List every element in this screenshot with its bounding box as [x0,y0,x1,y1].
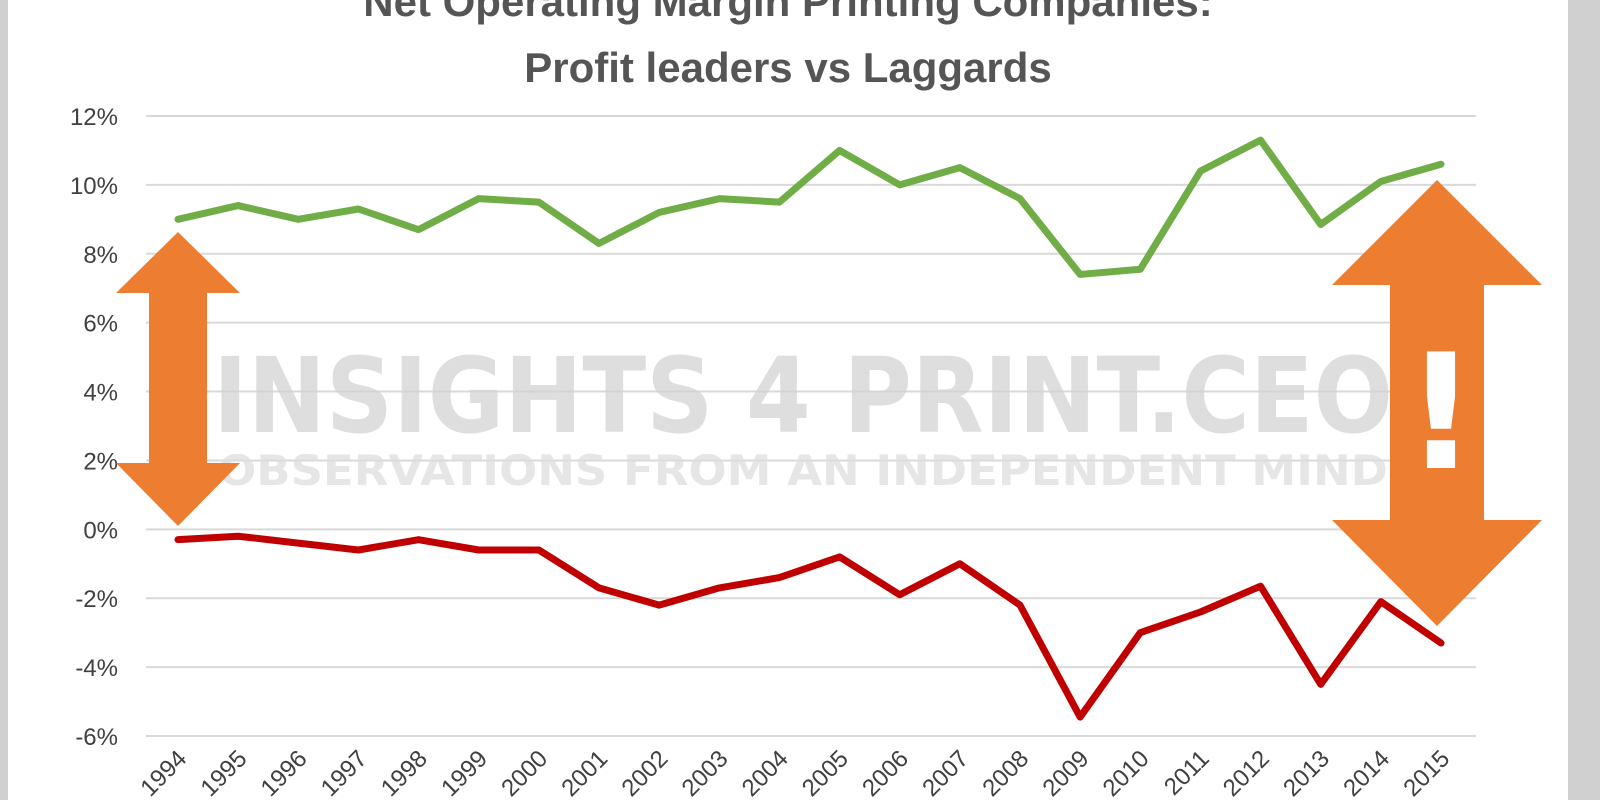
grid-layer [146,115,1476,737]
chart-title-line1: Net Operating Margin Printing Companies: [363,0,1213,25]
x-tick-label: 2000 [496,745,553,800]
x-tick-label: 2003 [677,745,734,800]
chart-canvas: Net Operating Margin Printing Companies:… [8,0,1568,800]
x-tick-label: 1997 [316,745,373,800]
x-tick-label: 1996 [256,745,313,800]
y-axis-ticks: 12% 10% 8% 6% 4% 2% 0% -2% -4% -6% [70,104,118,751]
x-tick-label: 2014 [1338,745,1395,800]
series-layer [174,136,1445,721]
x-tick-label: 2010 [1098,745,1155,800]
x-tick-label: 2013 [1278,745,1335,800]
x-tick-label: 2008 [977,745,1034,800]
y-tick-label: 6% [83,311,118,338]
line-chart: INSIGHTS 4 PRINT.CEO OBSERVATIONS FROM A… [70,104,1542,800]
series-line-laggards [174,532,1445,721]
y-tick-label: 8% [83,242,118,269]
x-tick-label: 1995 [196,745,253,800]
exclamation-mark: ! [1405,319,1478,506]
x-tick-label: 1999 [436,745,493,800]
x-tick-label: 1998 [376,745,433,800]
watermark: INSIGHTS 4 PRINT.CEO OBSERVATIONS FROM A… [213,335,1393,495]
x-axis-ticks: 1994 1995 1996 1997 1998 1999 2000 2001 2002 2003… [135,745,1455,800]
x-tick-label: 2012 [1218,745,1275,800]
x-tick-label: 2002 [617,745,674,800]
y-tick-label: 10% [70,173,118,200]
x-tick-label: 2007 [917,745,974,800]
x-tick-label: 1994 [135,745,192,800]
x-tick-label: 2004 [737,745,794,800]
x-tick-label: 2005 [797,745,854,800]
y-tick-label: 4% [83,380,118,407]
x-tick-label: 2009 [1038,745,1095,800]
series-line-leaders [174,136,1445,278]
y-tick-label: -2% [75,586,118,613]
x-tick-label: 2001 [556,745,613,800]
y-tick-label: 2% [83,448,118,475]
y-tick-label: 12% [70,104,118,131]
watermark-sub-text: OBSERVATIONS FROM AN INDEPENDENT MIND [218,446,1388,495]
y-tick-label: -4% [75,655,118,682]
x-tick-label: 2015 [1398,745,1455,800]
chart-title-line2: Profit leaders vs Laggards [524,44,1052,91]
watermark-main-text: INSIGHTS 4 PRINT.CEO [213,335,1393,457]
x-tick-label: 2006 [857,745,914,800]
y-tick-label: -6% [75,724,118,751]
y-tick-label: 0% [83,517,118,544]
x-tick-label: 2011 [1159,745,1215,800]
left-gap-arrow [116,232,240,526]
right-gap-arrow [1332,180,1542,626]
